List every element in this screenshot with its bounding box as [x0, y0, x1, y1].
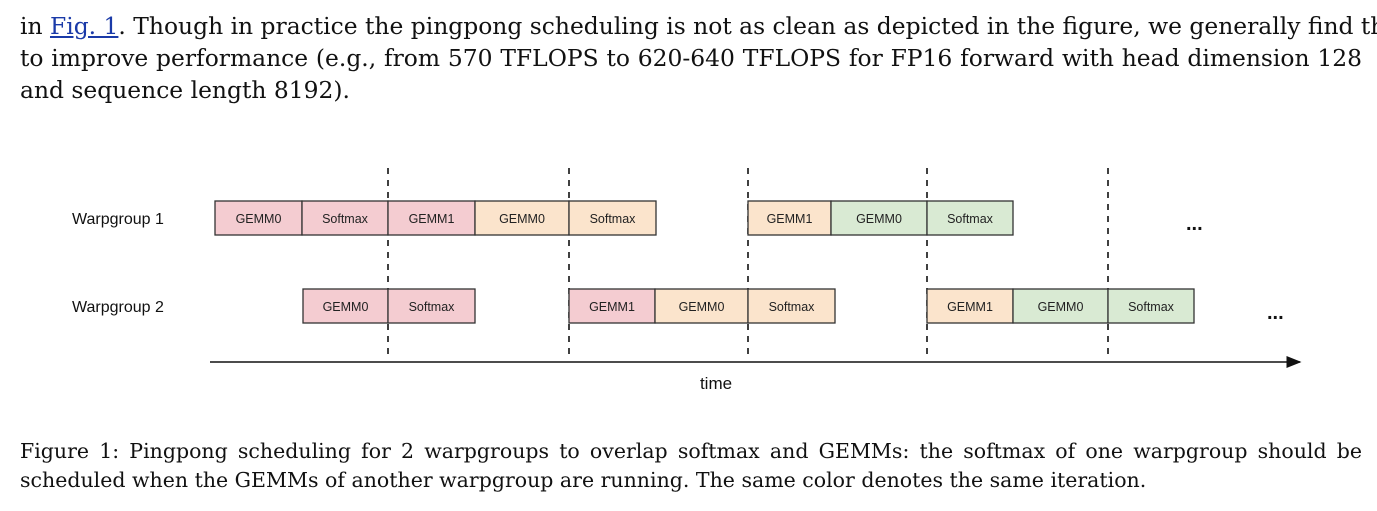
warpgroup-1-block-6: [747, 200, 832, 236]
warpgroup-1-block-label-3: GEMM1: [409, 212, 455, 226]
warpgroup-1-block-1: [214, 200, 303, 236]
warpgroup-1-block-8: [926, 200, 1014, 236]
warpgroup-1-block-label-8: Softmax: [947, 212, 994, 226]
warpgroup-1-block-3: [387, 200, 476, 236]
time-axis-label: time: [700, 374, 732, 393]
caption-line-2: scheduled when the GEMMs of another warp…: [20, 468, 1147, 492]
warpgroup-2-block-1: [302, 288, 389, 324]
warpgroup-2-block-5: [747, 288, 836, 324]
warpgroup-2-block-8: [1107, 288, 1195, 324]
warpgroup-2-block-label-1: GEMM0: [323, 300, 369, 314]
row-2-ellipsis: ...: [1267, 302, 1284, 324]
warpgroup-2-block-label-3: GEMM1: [589, 300, 635, 314]
figure-reference-link[interactable]: Fig. 1: [49, 12, 119, 40]
warpgroup-2-block-label-4: GEMM0: [679, 300, 725, 314]
warpgroup-2-block-label-7: GEMM0: [1038, 300, 1084, 314]
warpgroup-1-block-label-2: Softmax: [322, 212, 369, 226]
warpgroup-2-block-4: [654, 288, 749, 324]
warpgroup-2-block-label-6: GEMM1: [947, 300, 993, 314]
warpgroup-1-block-label-6: GEMM1: [767, 212, 813, 226]
warpgroup-2-label: Warpgroup 2: [72, 299, 164, 316]
warpgroup-1-block-label-5: Softmax: [590, 212, 637, 226]
warpgroup-1-block-label-1: GEMM0: [236, 212, 282, 226]
paragraph-line-3: and sequence length 8192).: [20, 76, 350, 104]
warpgroup-2-block-label-5: Softmax: [769, 300, 816, 314]
warpgroup-1-block-5: [568, 200, 657, 236]
warpgroup-1-block-7: [830, 200, 928, 236]
warpgroup-1-block-label-7: GEMM0: [856, 212, 902, 226]
paragraph-line-1: in Fig. 1. Though in practice the pingpo…: [20, 12, 1377, 40]
warpgroup-2-block-label-2: Softmax: [409, 300, 456, 314]
paragraph-line-2: to improve performance (e.g., from 570 T…: [20, 44, 1362, 72]
warpgroup-2-block-3: [568, 288, 656, 324]
pingpong-schedule-figure: GEMM0 Softmax GEMM1 GEMM0 Softmax GEMM1 GEMM0 S…: [72, 168, 1302, 393]
body-paragraph: in Fig. 1. Though in practice the pingpo…: [20, 10, 1377, 106]
warpgroup-2-block-7: [1012, 288, 1109, 324]
warpgroup-2-block-2: [387, 288, 476, 324]
warpgroup-2-block-label-8: Softmax: [1128, 300, 1175, 314]
figure-caption: Figure 1: Pingpong scheduling for 2 warp…: [20, 437, 1362, 495]
warpgroup-1-label: Warpgroup 1: [72, 211, 164, 228]
warpgroup-1-block-4: [474, 200, 570, 236]
caption-line-1: Figure 1: Pingpong scheduling for 2 warp…: [20, 439, 1362, 463]
row-1-ellipsis: ...: [1186, 213, 1203, 235]
warpgroup-1-block-label-4: GEMM0: [499, 212, 545, 226]
